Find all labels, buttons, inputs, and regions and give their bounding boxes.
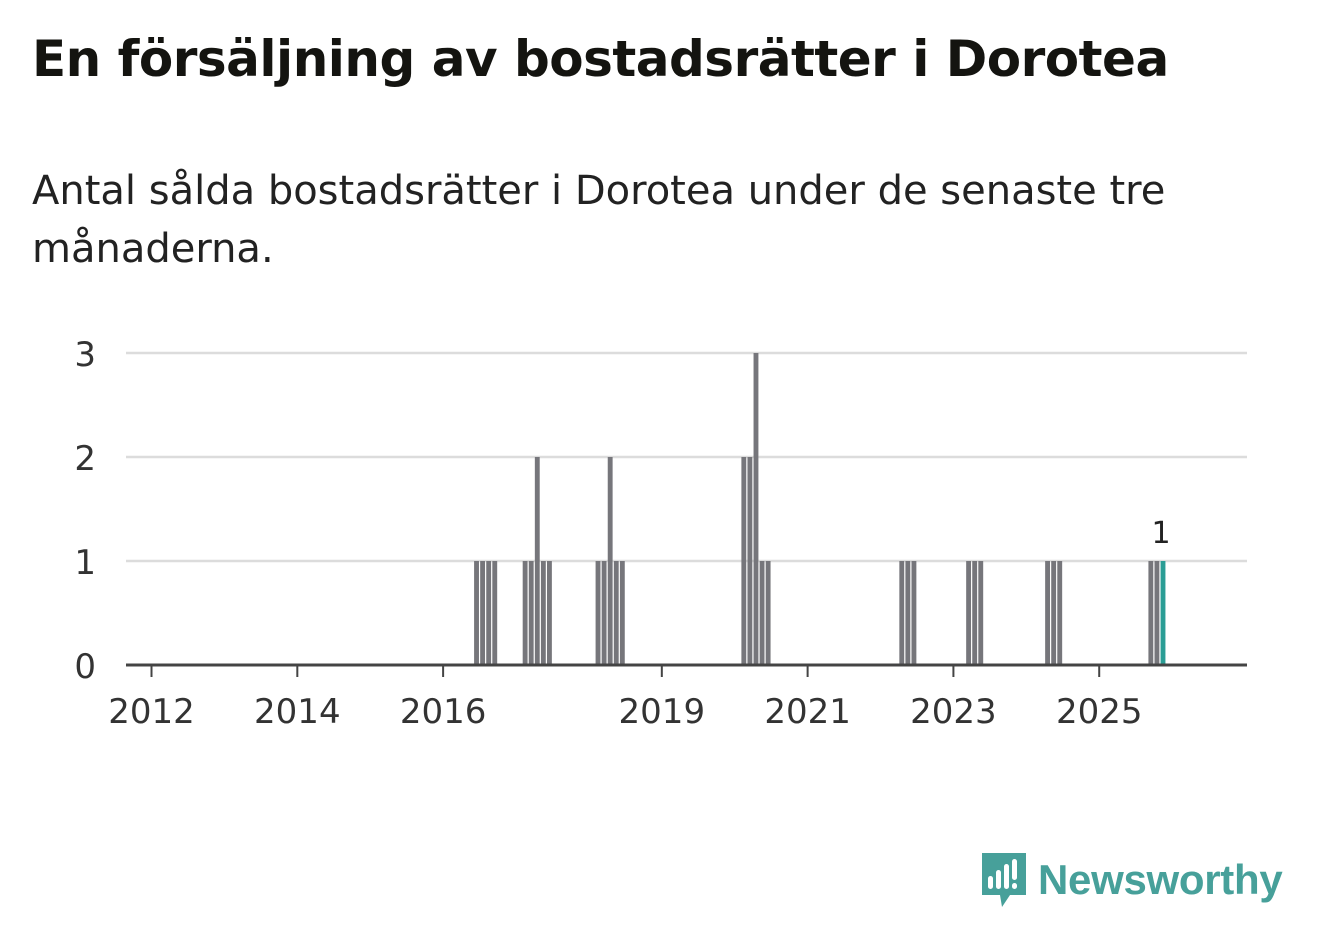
bar: [540, 561, 546, 665]
bar: [613, 561, 619, 665]
bar: [759, 561, 765, 665]
bar: [911, 561, 917, 665]
y-tick-label: 1: [74, 543, 96, 583]
x-tick-label: 2019: [619, 692, 706, 732]
bar: [601, 561, 607, 665]
x-tick-label: 2016: [400, 692, 487, 732]
bar: [972, 561, 978, 665]
bar: [534, 457, 540, 665]
bar: [619, 561, 625, 665]
x-tick-label: 2025: [1056, 692, 1143, 732]
bar: [1160, 561, 1166, 665]
bar: [1057, 561, 1063, 665]
bar: [607, 457, 613, 665]
y-tick-label: 3: [74, 335, 96, 375]
bar: [1045, 561, 1051, 665]
brand-logo[interactable]: Newsworthy: [980, 848, 1283, 912]
bar: [966, 561, 972, 665]
bar: [528, 561, 534, 665]
bar: [1148, 561, 1154, 665]
bar: [474, 561, 479, 665]
newsworthy-logo-icon: [982, 853, 1026, 907]
x-tick-label: 2023: [910, 692, 997, 732]
x-tick-label: 2014: [254, 692, 341, 732]
bar: [765, 561, 771, 665]
bar-chart: 0 1 2 3 1 2012 2014 2016 2019 2021 2023 2025: [74, 335, 1247, 732]
bar: [1154, 561, 1160, 665]
x-tick-label: 2021: [764, 692, 851, 732]
bar: [522, 561, 528, 665]
bar: [492, 561, 498, 665]
y-tick-label: 2: [74, 439, 96, 479]
data-label: 1: [1151, 516, 1170, 551]
x-tick-label: 2012: [108, 692, 195, 732]
bar: [741, 457, 747, 665]
bar: [978, 561, 984, 665]
bar: [899, 561, 905, 665]
bar: [1051, 561, 1057, 665]
page-title: En försäljning av bostadsrätter i Dorote…: [32, 30, 1169, 88]
bar: [546, 561, 552, 665]
bar: [747, 457, 753, 665]
bar: [595, 561, 601, 665]
bar: [905, 561, 911, 665]
chart-subtitle: Antal sålda bostadsrätter i Dorotea unde…: [32, 168, 1166, 272]
bar: [480, 561, 486, 665]
bar: [753, 353, 759, 665]
y-tick-label: 0: [74, 647, 96, 687]
bar: [486, 561, 492, 665]
brand-name: Newsworthy: [1038, 856, 1283, 903]
